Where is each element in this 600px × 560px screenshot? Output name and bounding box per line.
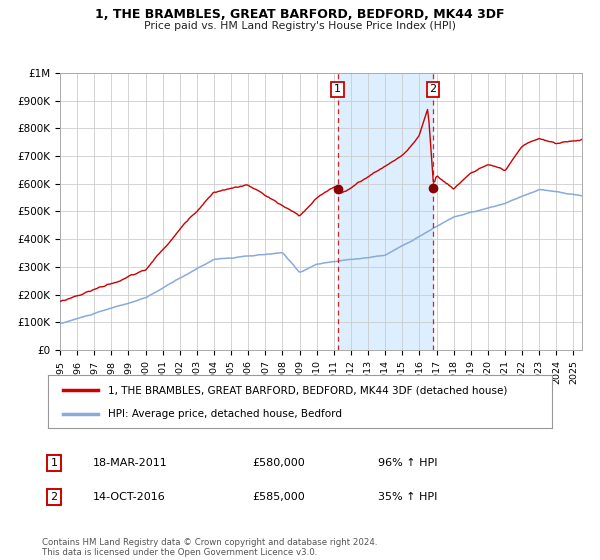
Text: 35% ↑ HPI: 35% ↑ HPI — [378, 492, 437, 502]
Text: £585,000: £585,000 — [252, 492, 305, 502]
Text: 2: 2 — [50, 492, 58, 502]
Text: 18-MAR-2011: 18-MAR-2011 — [93, 458, 168, 468]
Text: 14-OCT-2016: 14-OCT-2016 — [93, 492, 166, 502]
Text: HPI: Average price, detached house, Bedford: HPI: Average price, detached house, Bedf… — [109, 408, 343, 418]
Text: 2: 2 — [430, 85, 436, 95]
Text: Price paid vs. HM Land Registry's House Price Index (HPI): Price paid vs. HM Land Registry's House … — [144, 21, 456, 31]
Text: 1: 1 — [50, 458, 58, 468]
Bar — [338, 73, 433, 350]
Text: Contains HM Land Registry data © Crown copyright and database right 2024.
This d: Contains HM Land Registry data © Crown c… — [42, 538, 377, 557]
Text: 1: 1 — [334, 85, 341, 95]
Text: 1, THE BRAMBLES, GREAT BARFORD, BEDFORD, MK44 3DF: 1, THE BRAMBLES, GREAT BARFORD, BEDFORD,… — [95, 8, 505, 21]
Text: 96% ↑ HPI: 96% ↑ HPI — [378, 458, 437, 468]
Text: £580,000: £580,000 — [252, 458, 305, 468]
Text: 1, THE BRAMBLES, GREAT BARFORD, BEDFORD, MK44 3DF (detached house): 1, THE BRAMBLES, GREAT BARFORD, BEDFORD,… — [109, 385, 508, 395]
